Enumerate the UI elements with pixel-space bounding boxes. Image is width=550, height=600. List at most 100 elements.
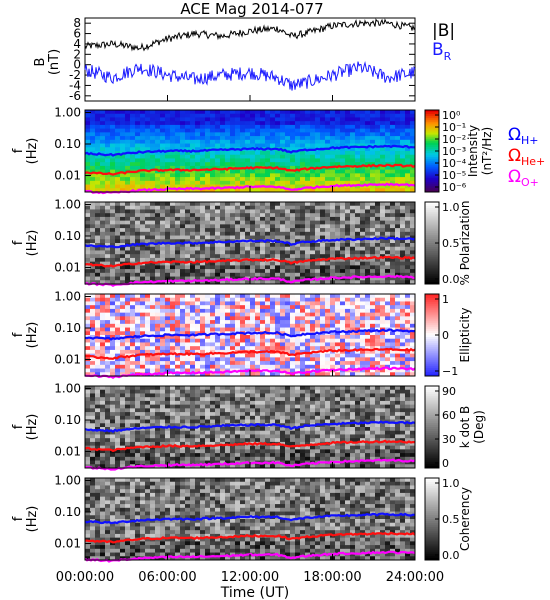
- heatmap-cell: [140, 136, 146, 141]
- heatmap-cell: [395, 132, 401, 137]
- heatmap-cell: [325, 158, 331, 163]
- heatmap-cell: [280, 335, 286, 340]
- heatmap-cell: [330, 213, 336, 218]
- heatmap-cell: [215, 136, 221, 141]
- heatmap-cell: [365, 165, 371, 171]
- heatmap-cell: [95, 353, 101, 358]
- heatmap-cell: [175, 316, 181, 321]
- heatmap-cell: [130, 423, 136, 428]
- heatmap-cell: [205, 136, 211, 141]
- heatmap-cell: [385, 177, 391, 182]
- heatmap-cell: [190, 139, 196, 144]
- heatmap-cell: [345, 202, 351, 207]
- heatmap-cell: [135, 177, 141, 182]
- colorbar-segment: [425, 142, 439, 146]
- heatmap-cell: [330, 346, 336, 351]
- heatmap-cell: [120, 305, 126, 310]
- heatmap-cell: [355, 188, 361, 193]
- heatmap-cell: [360, 335, 366, 340]
- heatmap-cell: [125, 257, 131, 263]
- heatmap-cell: [350, 331, 356, 336]
- heatmap-cell: [290, 305, 296, 310]
- heatmap-cell: [365, 128, 371, 133]
- heatmap-cell: [160, 177, 166, 182]
- heatmap-cell: [130, 361, 136, 366]
- heatmap-cell: [95, 445, 101, 450]
- heatmap-cell: [210, 372, 216, 377]
- heatmap-cell: [330, 364, 336, 369]
- heatmap-cell: [195, 301, 201, 306]
- heatmap-cell: [120, 202, 126, 207]
- heatmap-cell: [370, 202, 376, 207]
- heatmap-cell: [210, 139, 216, 144]
- heatmap-cell: [140, 308, 146, 314]
- heatmap-cell: [270, 335, 276, 340]
- heatmap-cell: [245, 335, 251, 340]
- heatmap-cell: [315, 320, 321, 325]
- heatmap-cell: [110, 261, 116, 266]
- heatmap-cell: [260, 180, 266, 185]
- heatmap-cell: [225, 261, 231, 266]
- heatmap-cell: [165, 261, 171, 266]
- heatmap-cell: [345, 327, 351, 332]
- colorbar-segment: [425, 234, 439, 238]
- heatmap-cell: [260, 269, 266, 274]
- heatmap-cell: [410, 353, 416, 358]
- heatmap-cell: [325, 128, 331, 133]
- heatmap-cell: [325, 323, 331, 328]
- heatmap-cell: [360, 213, 366, 218]
- heatmap-cell: [385, 357, 391, 362]
- heatmap-cell: [265, 308, 271, 314]
- heatmap-cell: [240, 246, 246, 251]
- heatmap-cell: [265, 323, 271, 328]
- heatmap-cell: [295, 261, 301, 266]
- heatmap-cell: [380, 254, 386, 259]
- heatmap-cell: [340, 143, 346, 148]
- heatmap-cell: [190, 224, 196, 229]
- heatmap-cell: [255, 301, 261, 306]
- heatmap-cell: [110, 220, 116, 225]
- heatmap-cell: [85, 269, 91, 274]
- heatmap-cell: [135, 338, 141, 343]
- heatmap-cell: [95, 110, 101, 115]
- heatmap-cell: [165, 154, 171, 159]
- heatmap-cell: [195, 239, 201, 244]
- colorbar-segment: [425, 220, 439, 223]
- heatmap-cell: [150, 427, 156, 432]
- colorbar-segment: [425, 259, 439, 262]
- heatmap-cell: [260, 209, 266, 214]
- heatmap-cell: [380, 368, 386, 373]
- heatmap-cell: [120, 346, 126, 351]
- heatmap-cell: [200, 128, 206, 133]
- heatmap-cell: [330, 320, 336, 325]
- heatmap-cell: [275, 357, 281, 362]
- colorbar-segment: [425, 263, 439, 267]
- heatmap-cell: [145, 301, 151, 306]
- heatmap-cell: [280, 169, 286, 174]
- heatmap-cell: [405, 177, 411, 182]
- heatmap-cell: [395, 147, 401, 152]
- heatmap-cell: [105, 364, 111, 369]
- heatmap-cell: [135, 165, 141, 171]
- heatmap-cell: [410, 169, 416, 174]
- heatmap-cell: [115, 128, 121, 133]
- heatmap-cell: [175, 257, 181, 263]
- heatmap-cell: [210, 327, 216, 332]
- heatmap-cell: [90, 464, 96, 469]
- heatmap-cell: [190, 205, 196, 210]
- heatmap-cell: [170, 272, 176, 277]
- heatmap-cell: [190, 132, 196, 137]
- heatmap-cell: [105, 305, 111, 310]
- heatmap-cell: [385, 316, 391, 321]
- heatmap-cell: [380, 243, 386, 248]
- heatmap-cell: [195, 184, 201, 189]
- heatmap-cell: [90, 147, 96, 152]
- freq-y-unit: (Hz): [25, 230, 40, 257]
- heatmap-cell: [85, 349, 91, 355]
- heatmap-cell: [120, 257, 126, 263]
- heatmap-cell: [105, 128, 111, 133]
- heatmap-cell: [385, 184, 391, 189]
- heatmap-cell: [290, 235, 296, 240]
